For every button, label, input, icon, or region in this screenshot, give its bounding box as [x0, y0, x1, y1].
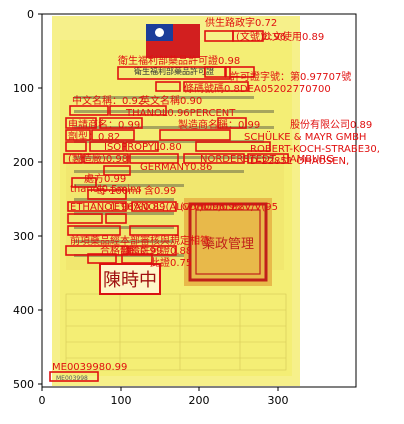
bbox — [65, 117, 97, 129]
bbox — [105, 213, 127, 224]
det-label: SCHÜLKE & MAYR GMBH — [244, 130, 366, 143]
flag-icon — [146, 24, 200, 58]
bbox — [65, 245, 129, 256]
bbox — [49, 371, 99, 382]
x-tick-label: 200 — [189, 394, 210, 407]
bbox — [129, 153, 179, 164]
det-label: (文號)0.96 — [236, 30, 286, 43]
bbox — [155, 81, 181, 92]
bbox — [67, 213, 103, 224]
bbox — [63, 153, 83, 164]
det-label: 許可證字號：第0.97707號 — [230, 70, 351, 83]
bbox — [125, 141, 159, 152]
bbox — [99, 263, 161, 295]
bbox — [69, 105, 109, 116]
bbox — [65, 141, 87, 152]
bbox — [87, 253, 117, 264]
bbox — [71, 177, 97, 188]
detection-labels: 供生路政字0.72 (文號)0.96 公文使用0.89 衛生福利部藥品許可證0.… — [52, 16, 380, 373]
det-label: 處方0.99 — [84, 172, 126, 185]
bbox — [121, 253, 153, 264]
bbox — [159, 129, 231, 141]
x-tick-label: 300 — [268, 394, 289, 407]
bbox — [91, 129, 135, 141]
det-label: ETHANOL 96%0.89 — [70, 202, 165, 213]
bbox — [65, 129, 91, 141]
bbox — [89, 141, 125, 152]
y-tick-label: 100 — [13, 82, 34, 95]
bbox — [183, 81, 249, 92]
det-label: 衛生福利部藥品許可證0.98 — [118, 54, 240, 67]
bbox — [247, 153, 289, 164]
bbox — [195, 141, 271, 152]
bbox — [183, 153, 245, 164]
name-stamp: 陳時中 — [99, 263, 161, 295]
det-label: 前項藥品經本部審核與規定相符 — [70, 234, 210, 247]
det-label: NORDERSTEDT, HAMBURG — [200, 154, 334, 165]
bbox — [232, 30, 264, 42]
axis-tick-labels: 0 100 200 300 0 100 200 300 400 500 — [13, 8, 289, 407]
det-label: 股份有限公司0.89 — [290, 118, 372, 131]
det-label: 公文使用0.89 — [262, 30, 324, 43]
bbox — [67, 201, 127, 212]
form-table — [65, 293, 287, 371]
det-label: 此證0.75 — [150, 256, 192, 269]
bbox — [83, 153, 129, 164]
det-label: ISOPROPYL0.80 — [104, 142, 182, 153]
detection-boxes — [49, 30, 289, 382]
bbox — [99, 117, 143, 129]
det-label: 條碼號碼0.8DEA05202770700 — [184, 82, 331, 95]
footer-code: ME003998 — [56, 375, 88, 382]
det-label: thanol0.5mins — [70, 184, 142, 195]
header-box-text: 衛生福利部藥品許可證 — [134, 66, 214, 76]
bbox — [87, 189, 127, 200]
axis-ticks — [38, 13, 279, 391]
bbox — [109, 105, 167, 116]
bbox — [129, 245, 177, 256]
det-label: 英文名稱0.90 — [140, 94, 202, 107]
det-label: 中文名稱：0.92 — [72, 94, 144, 107]
det-label: 部長0.99 — [120, 244, 162, 257]
det-label: (製造廠)0.98 — [68, 152, 128, 165]
seal-text: 藥政管理 — [202, 237, 254, 252]
det-label: ROBERT-KOCH-STRABE30, — [250, 144, 380, 155]
y-tick-label: 400 — [13, 304, 34, 317]
bbox — [225, 66, 255, 78]
bbox — [129, 225, 179, 236]
x-tick-label: 100 — [111, 394, 132, 407]
y-tick-label: 0 — [27, 8, 34, 21]
bbox — [67, 225, 121, 236]
det-label: 劑型：0.82 — [68, 130, 120, 143]
det-label: 申請商名：0.99 — [68, 118, 140, 131]
det-label: ME0039980.99 — [52, 362, 127, 373]
bbox — [117, 66, 231, 80]
bbox — [103, 165, 131, 176]
det-label: D-22851 OHAUSEN, — [250, 156, 349, 167]
x-tick-label: 0 — [39, 394, 46, 407]
bbox — [217, 117, 247, 129]
det-label: 製造商名稱：0.99 — [178, 118, 260, 131]
bbox — [131, 201, 177, 212]
bbox — [204, 66, 226, 78]
official-seal: 藥政管理 — [184, 198, 272, 286]
y-tick-label: 500 — [13, 378, 34, 391]
y-tick-label: 200 — [13, 156, 34, 169]
det-label: GERMANY0.86 — [140, 162, 212, 173]
y-tick-label: 300 — [13, 230, 34, 243]
det-label: 供生路政字0.72 — [205, 16, 277, 29]
det-label: 每 100ml 含0.99 — [96, 184, 176, 197]
stamp-name-text: 陳時中 — [103, 270, 157, 291]
det-label: 合格發給許可證0.88 — [100, 244, 192, 257]
det-label: (ETHANOL)(ALCOHOL)0.82 — [110, 202, 244, 213]
det-label: THANOL0.96PERCENT — [125, 108, 236, 119]
det-label: (v/v)0.96.9%V/V(95 — [180, 202, 278, 213]
